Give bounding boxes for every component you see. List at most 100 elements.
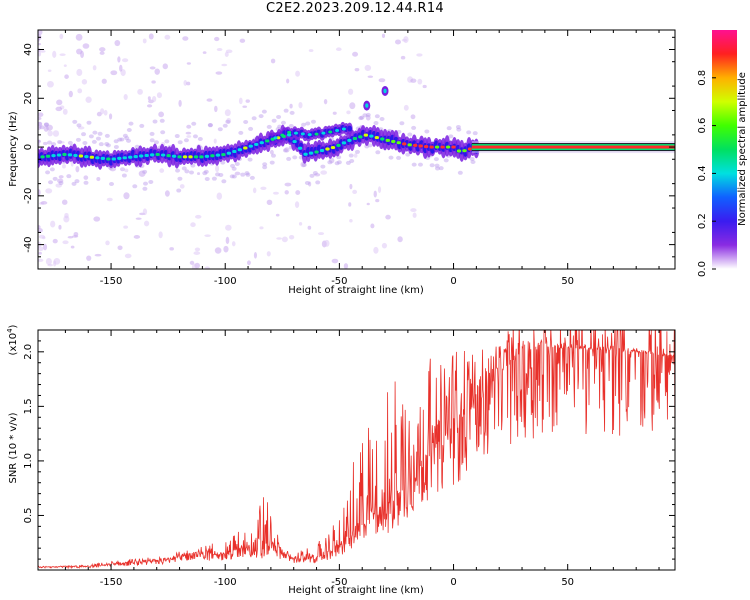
ridge-highlight: [182, 155, 188, 159]
ridge-highlight: [128, 155, 133, 159]
noise-speckle: [53, 257, 61, 265]
band-haze: [301, 163, 307, 168]
branch-highlight: [287, 130, 292, 134]
ridge-highlight: [188, 155, 193, 159]
noise-speckle: [397, 236, 403, 243]
branch-highlight: [328, 130, 333, 134]
noise-speckle: [223, 245, 229, 253]
band-haze: [43, 122, 49, 127]
noise-speckle: [298, 101, 303, 109]
y-tick-label: 2.0: [23, 344, 34, 360]
noise-speckle: [224, 51, 229, 57]
ridge-highlight: [237, 148, 243, 152]
branch-highlight: [280, 133, 285, 137]
noise-speckle: [352, 51, 359, 57]
band-haze: [231, 174, 237, 179]
band-haze: [48, 180, 54, 185]
band-haze: [411, 162, 417, 167]
noise-speckle: [400, 55, 406, 60]
ridge-highlight: [111, 157, 117, 161]
noise-speckle: [96, 177, 101, 182]
noise-speckle: [298, 222, 303, 226]
noise-speckle: [47, 130, 53, 137]
ridge-highlight: [254, 142, 259, 147]
noise-speckle: [58, 224, 62, 230]
ridge-highlight: [363, 133, 369, 137]
noise-speckle: [142, 208, 148, 216]
band-haze: [95, 136, 101, 141]
noise-speckle: [38, 234, 46, 239]
noise-speckle: [395, 39, 401, 45]
band-haze: [104, 133, 110, 138]
band-haze: [336, 160, 342, 165]
band-haze: [374, 114, 380, 119]
snr-exponent: (x104): [6, 324, 19, 355]
band-haze: [231, 166, 237, 171]
noise-speckle: [62, 164, 66, 169]
band-haze: [142, 169, 148, 174]
band-haze: [292, 155, 298, 160]
ridge-highlight: [177, 155, 182, 159]
band-haze: [160, 130, 166, 135]
noise-speckle: [61, 199, 68, 205]
noise-speckle: [417, 78, 423, 85]
band-haze: [411, 125, 417, 130]
noise-speckle: [289, 234, 295, 240]
band-haze: [211, 176, 217, 181]
band-haze: [75, 137, 81, 142]
band-haze: [81, 132, 87, 137]
noise-speckle: [349, 183, 353, 190]
noise-speckle: [186, 81, 191, 86]
noise-speckle: [52, 130, 60, 137]
band-haze: [262, 162, 268, 167]
band-haze: [282, 148, 288, 153]
ridge-highlight: [67, 153, 73, 157]
noise-speckle: [164, 34, 171, 40]
noise-speckle: [332, 111, 337, 115]
noise-speckle: [401, 38, 408, 42]
noise-speckle: [39, 50, 46, 53]
band-haze: [92, 130, 98, 135]
band-haze: [192, 134, 198, 139]
noise-speckle: [178, 99, 182, 107]
band-haze: [327, 160, 333, 165]
noise-speckle: [323, 98, 328, 105]
noise-speckle: [410, 208, 417, 213]
band-haze: [98, 142, 104, 147]
noise-speckle: [57, 178, 64, 184]
noise-speckle: [225, 224, 232, 231]
noise-speckle: [366, 202, 370, 206]
noise-speckle: [381, 33, 386, 39]
x-tick-label: -150: [100, 577, 123, 588]
ridge-highlight: [385, 138, 390, 142]
noise-speckle: [378, 78, 386, 83]
band-haze: [348, 153, 354, 158]
snr-axes: -150 -100 -50 0 50 0.5 1.0 1.5 2.0: [23, 330, 675, 588]
noise-speckle: [164, 190, 170, 197]
ridge-highlight: [407, 143, 412, 147]
noise-speckle: [216, 48, 223, 52]
noise-speckle: [151, 80, 156, 84]
band-haze: [310, 119, 316, 124]
band-haze: [159, 118, 165, 123]
noise-speckle: [119, 64, 123, 72]
noise-speckle: [154, 68, 160, 75]
noise-speckle: [38, 189, 41, 196]
ridge-highlight: [391, 139, 396, 144]
band-haze: [315, 180, 321, 185]
band-haze: [202, 171, 208, 176]
noise-speckle: [202, 51, 207, 54]
ridge-highlight: [303, 152, 308, 156]
noise-speckle: [215, 164, 220, 173]
band-haze: [443, 158, 449, 163]
ridge-highlight: [259, 141, 264, 145]
noise-speckle: [55, 183, 63, 188]
noise-speckle: [47, 80, 54, 88]
ridge-highlight: [319, 148, 325, 153]
band-haze: [218, 172, 224, 177]
noise-speckle: [193, 251, 201, 255]
noise-speckle: [286, 78, 290, 84]
noise-speckle: [68, 90, 73, 98]
ridge-highlight: [89, 155, 95, 159]
noise-speckle: [225, 236, 230, 245]
